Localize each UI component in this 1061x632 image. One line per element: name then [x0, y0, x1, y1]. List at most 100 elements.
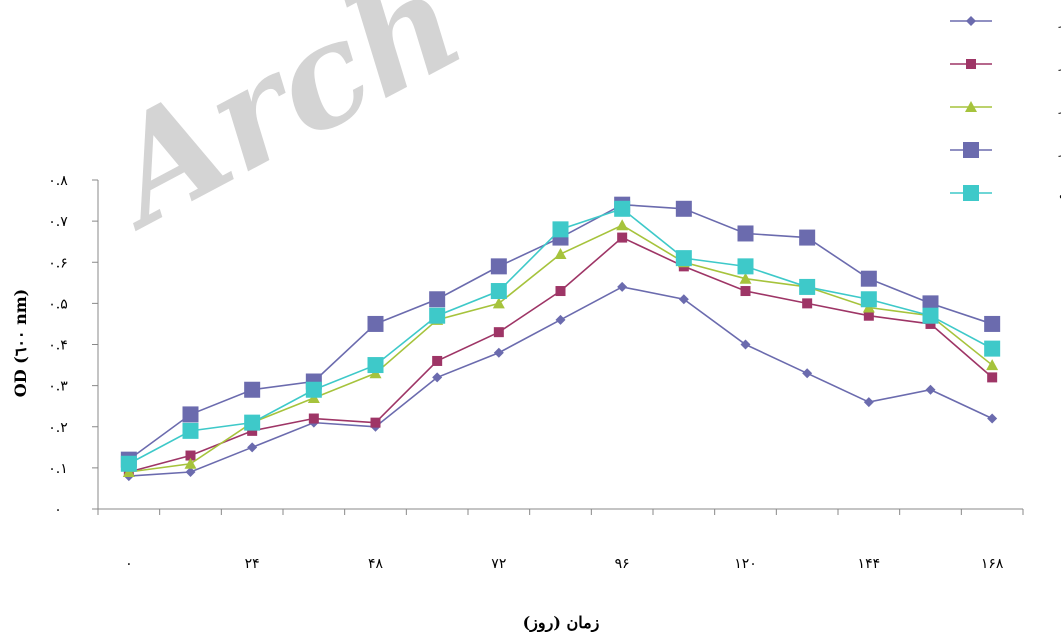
y-tick-label: ۰	[54, 502, 62, 518]
data-point	[490, 258, 507, 275]
series-layer	[120, 196, 1001, 482]
data-point	[617, 232, 628, 243]
data-point	[493, 347, 504, 358]
y-tick-label: ۰.۷	[48, 214, 68, 230]
data-point	[925, 384, 936, 395]
y-tick-label: ۰.۲	[48, 420, 68, 436]
series-5	[120, 200, 1001, 472]
legend-item: غلظت ۰/۰۸ گرم بر لیتر	[950, 14, 1061, 28]
y-tick-label: ۰.۱	[48, 461, 68, 477]
data-point	[182, 406, 199, 423]
data-point	[802, 298, 813, 309]
data-point	[185, 466, 196, 477]
legend-label: کنترل	[1059, 186, 1061, 200]
data-point	[739, 272, 752, 284]
y-tick-label: ۰.۸	[48, 173, 68, 189]
series-line	[128, 224, 993, 473]
data-point	[984, 340, 1001, 357]
legend-marker	[966, 59, 976, 69]
data-point	[554, 248, 567, 260]
x-axis-title: زمان (روز)	[523, 613, 600, 632]
data-point	[799, 278, 816, 295]
series-3	[122, 219, 999, 477]
data-point	[432, 372, 443, 383]
data-point	[863, 397, 874, 408]
legend-item: غلظت ۰/۰۵ گرم بر لیتر	[950, 142, 1061, 158]
legend-item: کنترل	[950, 185, 1061, 201]
data-point	[552, 221, 569, 238]
data-point	[555, 314, 566, 325]
data-point	[740, 339, 751, 350]
legend-marker	[963, 142, 979, 158]
data-point	[678, 294, 689, 305]
data-point	[617, 281, 628, 292]
data-point	[120, 455, 137, 472]
y-tick-label: ۰.۶	[48, 255, 68, 271]
data-point	[675, 250, 692, 267]
x-tick-label: ۴۸	[368, 556, 384, 572]
y-tick-label: ۰.۵	[48, 296, 68, 312]
data-point	[986, 359, 999, 371]
data-point	[244, 414, 261, 431]
data-point	[308, 413, 319, 424]
legend-label: غلظت ۰/۰۸ گرم بر لیتر	[1058, 14, 1061, 28]
data-point	[987, 413, 998, 424]
data-point	[184, 457, 197, 469]
x-tick-label: ۱۶۸	[981, 556, 1004, 572]
data-point	[493, 327, 504, 338]
legend-marker	[966, 16, 976, 26]
legend-marker	[963, 185, 979, 201]
x-tick-label: ۰	[125, 556, 133, 572]
data-point	[614, 200, 631, 217]
data-point	[799, 229, 816, 246]
y-ticks: ۰ ۰.۱ ۰.۲ ۰.۳ ۰.۴ ۰.۵ ۰.۶ ۰.۷ ۰.۸	[48, 173, 98, 518]
data-point	[492, 297, 505, 309]
data-point	[675, 200, 692, 217]
data-point	[616, 219, 629, 231]
data-point	[737, 258, 754, 275]
y-tick-label: ۰.۴	[48, 338, 68, 354]
legend-item: غلظت ۰/۰۷ گرم بر لیتر	[950, 57, 1061, 71]
data-point	[244, 381, 261, 398]
data-point	[740, 286, 751, 297]
x-tick-label: ۷۲	[491, 556, 506, 572]
legend-label: غلظت ۰/۰۶ گرم بر لیتر	[1058, 100, 1061, 114]
series-1	[123, 281, 998, 482]
data-point	[555, 286, 566, 297]
x-tick-label: ۱۲۰	[734, 556, 757, 572]
data-point	[922, 307, 939, 324]
y-axis-title: OD (٦٠٠ nm)	[11, 289, 30, 397]
x-tick-label: ۲۴	[245, 556, 260, 572]
data-point	[802, 368, 813, 379]
data-point	[429, 291, 446, 308]
data-point	[370, 417, 381, 428]
data-point	[429, 307, 446, 324]
data-point	[247, 425, 258, 436]
data-point	[984, 315, 1001, 332]
legend-label: غلظت ۰/۰۷ گرم بر لیتر	[1058, 57, 1061, 71]
watermark-text: Arch	[74, 0, 487, 261]
data-point	[737, 225, 754, 242]
data-point	[182, 422, 199, 439]
data-point	[490, 283, 507, 300]
series-4	[120, 196, 1001, 468]
data-point	[860, 270, 877, 287]
axes: ۰ ۰.۱ ۰.۲ ۰.۳ ۰.۴ ۰.۵ ۰.۶ ۰.۷ ۰.۸ ۰ ۲۴ ۴۸ ۷۲ ۹۶ ۱۲۰ ۱۴…	[48, 173, 1024, 572]
data-point	[922, 295, 939, 312]
series-2	[123, 232, 998, 477]
y-tick-label: ۰.۳	[48, 379, 68, 395]
data-point	[367, 357, 384, 374]
legend: غلظت ۰/۰۸ گرم بر لیتر غلظت ۰/۰۷ گرم بر لی…	[950, 14, 1061, 201]
data-point	[432, 355, 443, 366]
x-tick-label: ۹۶	[615, 556, 630, 572]
x-ticks: ۰ ۲۴ ۴۸ ۷۲ ۹۶ ۱۲۰ ۱۴۴ ۱۶۸	[97, 509, 1024, 572]
x-tick-label: ۱۴۴	[858, 556, 881, 572]
legend-marker	[965, 101, 977, 112]
data-point	[987, 372, 998, 383]
data-point	[305, 381, 322, 398]
data-point	[247, 442, 258, 453]
data-point	[185, 450, 196, 461]
legend-label: غلظت ۰/۰۵ گرم بر لیتر	[1058, 143, 1061, 157]
data-point	[860, 291, 877, 308]
